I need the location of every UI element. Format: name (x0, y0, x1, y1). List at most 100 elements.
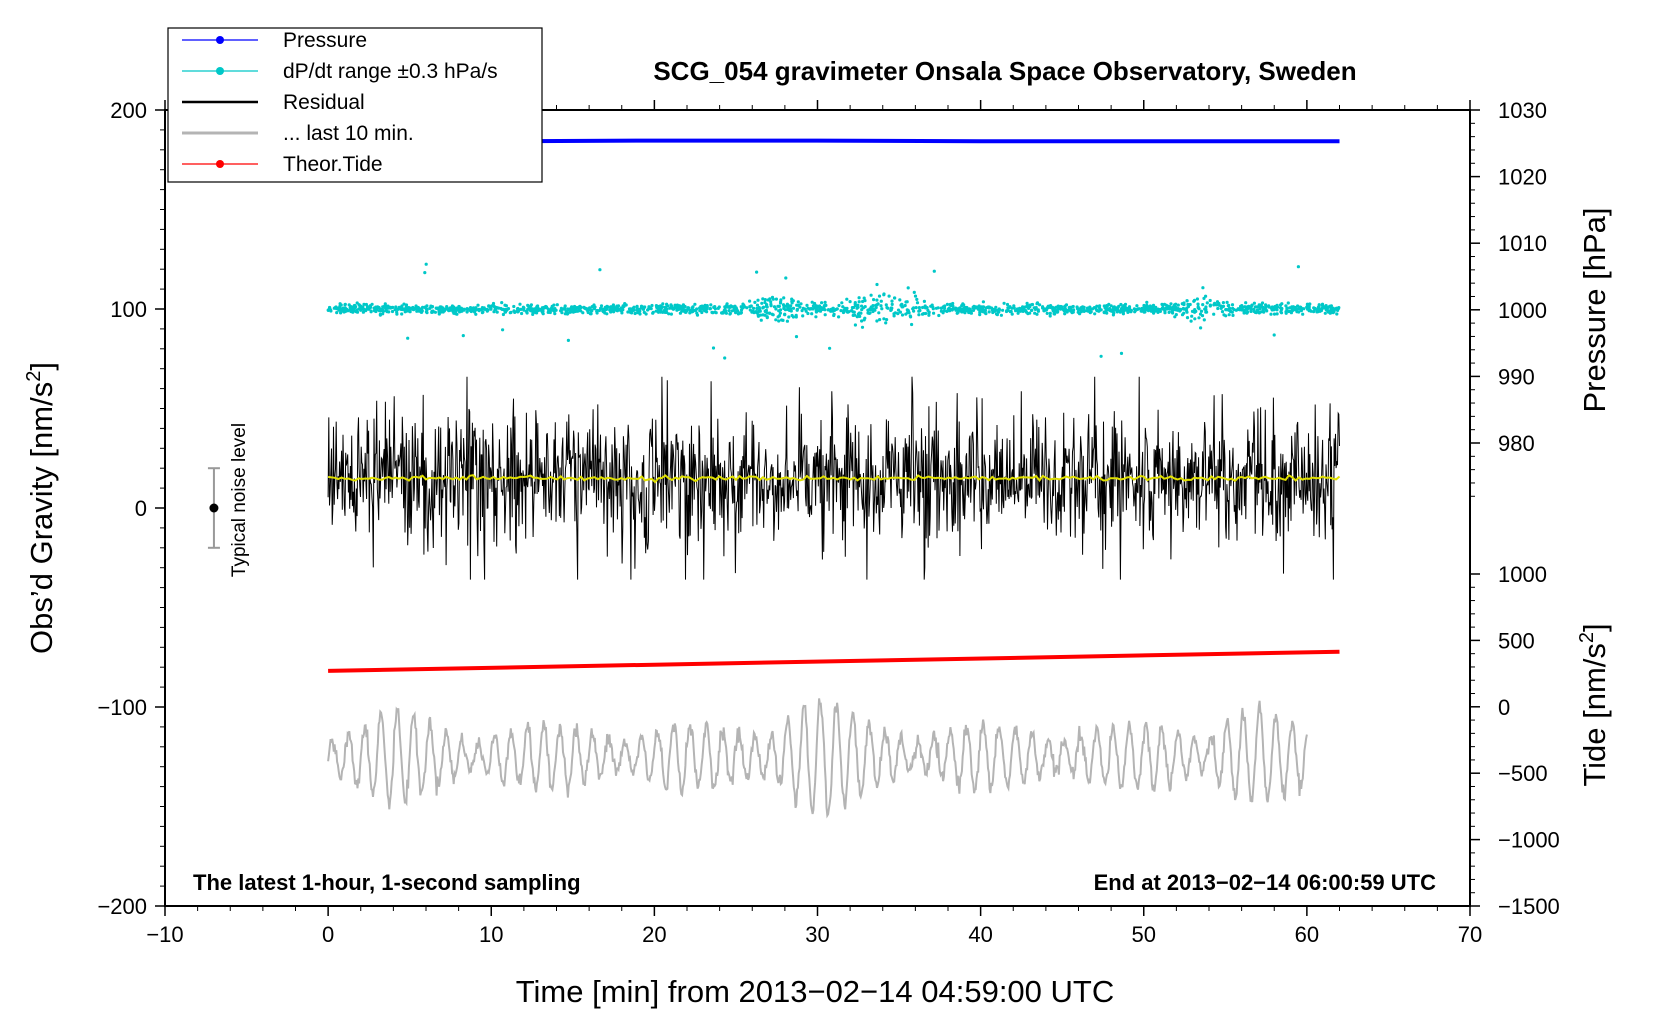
dpdt-point (650, 303, 654, 308)
dpdt-point (1028, 311, 1032, 315)
dpdt-point (813, 301, 817, 306)
dpdt-point (786, 304, 790, 308)
dpdt-point (1072, 308, 1076, 312)
dpdt-point (721, 311, 725, 315)
dpdt-point (1196, 305, 1200, 309)
dpdt-point (1102, 311, 1106, 315)
dpdt-point (801, 314, 805, 318)
dpdt-point (439, 306, 443, 310)
dpdt-point (595, 311, 599, 315)
dpdt-point (878, 318, 882, 322)
dpdt-point (978, 309, 982, 313)
dpdt-point (945, 302, 950, 306)
dpdt-point (1272, 312, 1277, 316)
dpdt-point (761, 313, 765, 317)
dpdt-point (839, 309, 843, 313)
dpdt-point (1089, 310, 1093, 314)
dpdt-point (635, 306, 639, 310)
dpdt-point (871, 304, 875, 308)
dpdt-point (884, 303, 888, 307)
dpdt-point (1149, 309, 1153, 313)
dpdt-point (723, 305, 727, 309)
dpdt-point (857, 300, 861, 304)
dpdt-point (1163, 311, 1167, 315)
dpdt-point (416, 308, 420, 312)
dpdt-point (1296, 304, 1300, 308)
dpdt-point (384, 306, 388, 310)
y-tick-label: −100 (97, 695, 147, 720)
dpdt-point (912, 306, 916, 310)
dpdt-point (689, 310, 694, 314)
dpdt-point (827, 308, 831, 312)
dpdt-point (1056, 310, 1060, 314)
dpdt-point (471, 306, 476, 310)
dpdt-point (1288, 306, 1292, 310)
y-tick-label: 0 (135, 496, 147, 521)
dpdt-point (855, 306, 859, 310)
dpdt-point (1045, 311, 1049, 315)
dpdt-point (1331, 311, 1335, 315)
dpdt-point (442, 307, 446, 311)
dpdt-point (1064, 308, 1068, 312)
dpdt-point (763, 309, 767, 313)
dpdt-point (818, 309, 823, 313)
dpdt-point (876, 302, 880, 306)
dpdt-point (1033, 306, 1037, 310)
dpdt-point (1099, 354, 1103, 358)
dpdt-point (971, 305, 975, 310)
dpdt-point (1226, 304, 1230, 308)
dpdt-point (555, 303, 559, 307)
dpdt-point (512, 304, 516, 309)
dpdt-point (1242, 310, 1246, 314)
dpdt-point (448, 308, 452, 312)
dpdt-point (491, 301, 496, 306)
x-tick-label: −10 (146, 922, 183, 947)
dpdt-point (1328, 304, 1332, 308)
dpdt-point (1201, 286, 1205, 290)
dpdt-point (361, 310, 365, 314)
dpdt-point (860, 308, 864, 312)
dpdt-point (1036, 308, 1040, 312)
dpdt-point (889, 306, 893, 310)
dpdt-point (598, 268, 602, 272)
dpdt-point (777, 319, 781, 323)
dpdt-point (673, 303, 677, 307)
dpdt-point (763, 298, 767, 302)
series-layer (326, 138, 1341, 819)
dpdt-point (1204, 310, 1208, 314)
dpdt-point (1217, 302, 1221, 306)
dpdt-point (1088, 307, 1092, 311)
dpdt-point (810, 300, 814, 304)
dpdt-point (563, 312, 567, 316)
dpdt-point (1249, 309, 1253, 313)
dpdt-point (1061, 307, 1065, 311)
dpdt-point (601, 307, 605, 311)
dpdt-point (734, 306, 738, 310)
dpdt-point (915, 301, 920, 305)
dpdt-point (680, 309, 684, 313)
dpdt-point (1144, 306, 1148, 310)
pressure-tick-label: 980 (1498, 431, 1535, 456)
dpdt-point (693, 308, 697, 312)
dpdt-point (852, 305, 856, 310)
dpdt-point (770, 295, 775, 299)
dpdt-series (326, 262, 1341, 360)
dpdt-point (1093, 312, 1097, 316)
tide-tick-label: −500 (1498, 761, 1548, 786)
dpdt-point (898, 298, 902, 302)
x-tick-label: 20 (642, 922, 666, 947)
dpdt-point (930, 303, 934, 307)
dpdt-point (1286, 301, 1290, 305)
dpdt-point (730, 309, 735, 313)
dpdt-point (430, 305, 434, 309)
dpdt-point (761, 297, 765, 301)
dpdt-point (665, 302, 669, 306)
dpdt-point (1173, 315, 1177, 319)
dpdt-point (1208, 298, 1212, 303)
dpdt-point (1048, 314, 1052, 318)
dpdt-point (644, 312, 648, 316)
dpdt-point (900, 313, 905, 317)
dpdt-point (423, 271, 427, 275)
dpdt-point (1325, 307, 1329, 311)
dpdt-point (595, 308, 599, 313)
